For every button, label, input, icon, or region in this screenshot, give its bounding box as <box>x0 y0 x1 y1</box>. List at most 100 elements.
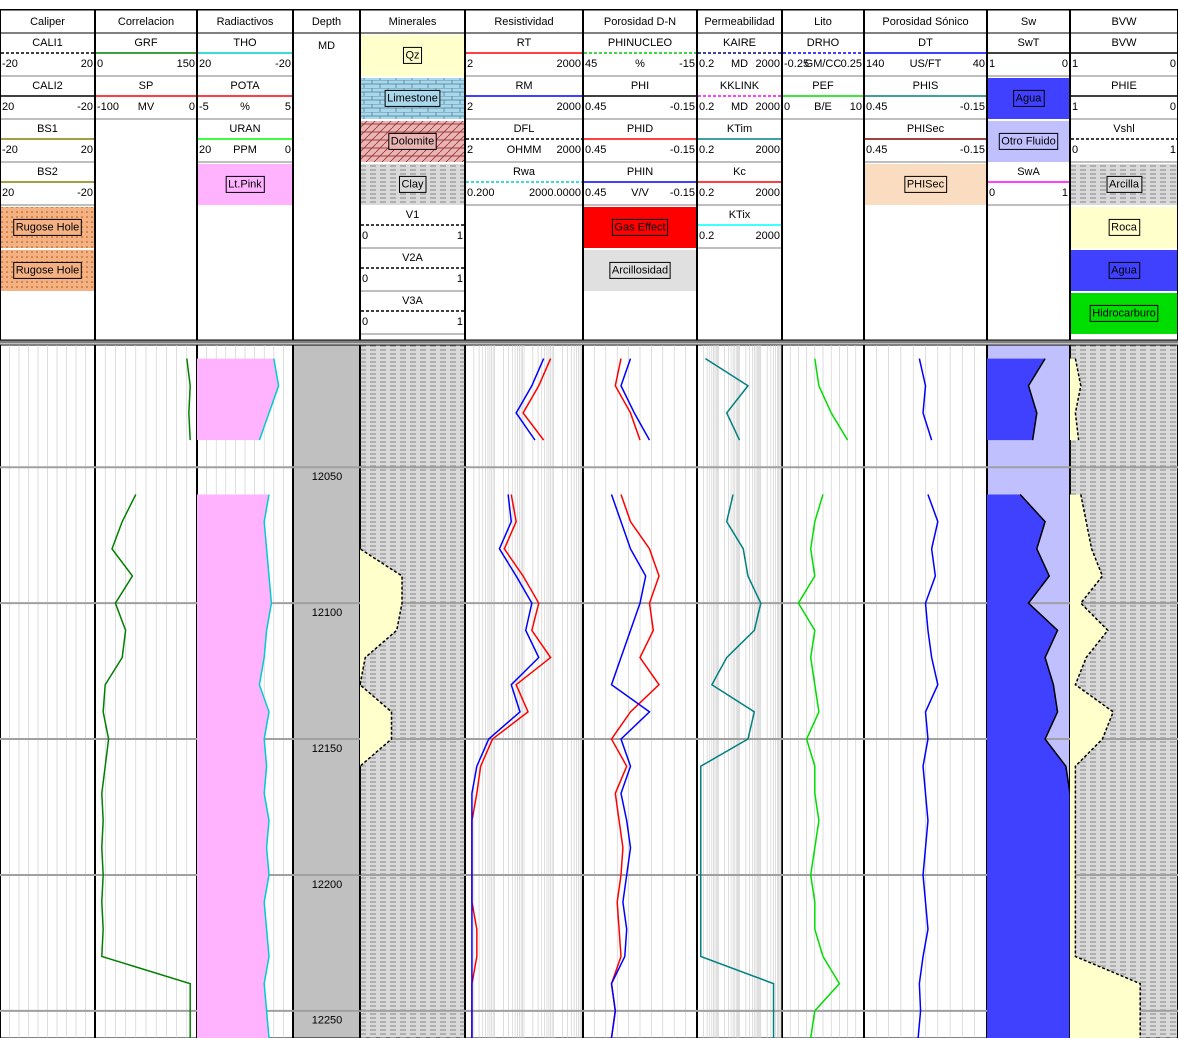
scale-left: -20 <box>2 58 18 70</box>
scale-right: 2000 <box>756 58 780 70</box>
curve-name: KTim <box>727 123 752 135</box>
track-pattern <box>1070 345 1178 1038</box>
depth-label: 12100 <box>312 607 343 619</box>
track-title: Porosidad Sónico <box>882 16 968 28</box>
log-curve <box>471 358 545 1038</box>
legend-label: Rugose Hole <box>16 221 80 233</box>
curve-name: PHI <box>631 80 649 92</box>
legend-label: Limestone <box>387 92 438 104</box>
legend-label-box <box>609 261 671 279</box>
scale-right: 0 <box>1062 58 1068 70</box>
scale-left: 0.2 <box>699 230 714 242</box>
scale-right: -0.15 <box>670 187 695 199</box>
log-curve <box>699 357 775 1038</box>
curve-name: CALI2 <box>32 80 63 92</box>
curve-name: PHIN <box>627 166 653 178</box>
scale-right: -0.15 <box>670 101 695 113</box>
scale-right: -20 <box>77 187 93 199</box>
legend-label-box <box>1108 261 1141 279</box>
scale-right: 1 <box>1170 144 1176 156</box>
legend-label-box <box>1106 175 1143 193</box>
legend-label-box <box>1089 304 1159 322</box>
track-title: Resistividad <box>494 16 553 28</box>
scale-left: 0.45 <box>585 187 606 199</box>
scale-right: 2000 <box>756 101 780 113</box>
curve-name: KAIRE <box>723 37 756 49</box>
depth-label: 12050 <box>312 471 343 483</box>
depth-label: 12150 <box>312 743 343 755</box>
scale-left: 20 <box>199 144 211 156</box>
curve-name: SwT <box>1018 37 1040 49</box>
legend-label: Agua <box>1111 264 1138 276</box>
scale-right: 150 <box>177 58 195 70</box>
legend-label-box <box>225 175 265 193</box>
curve-name: PHISec <box>907 123 945 135</box>
scale-right: 20 <box>81 144 93 156</box>
scale-right: 1 <box>457 230 463 242</box>
scale-left: 1 <box>1072 58 1078 70</box>
depth-unit: MD <box>318 40 335 52</box>
scale-left: 45 <box>585 58 597 70</box>
scale-right: 20 <box>81 58 93 70</box>
scale-unit: V/V <box>631 187 649 199</box>
curve-name: PHID <box>627 123 653 135</box>
scale-unit: MD <box>731 58 748 70</box>
curve-name: POTA <box>230 80 260 92</box>
log-curve <box>610 358 651 1038</box>
scale-right: -0.15 <box>670 144 695 156</box>
track-title: Minerales <box>389 16 437 28</box>
scale-right: 2000 <box>557 144 581 156</box>
track-title: Porosidad D-N <box>604 16 676 28</box>
scale-left: 0 <box>989 187 995 199</box>
track-title: Correlacion <box>118 16 174 28</box>
curve-name: GRF <box>134 37 158 49</box>
curve-name: CALI1 <box>32 37 63 49</box>
scale-right: -0.15 <box>960 144 985 156</box>
curve-name: SwA <box>1017 166 1040 178</box>
scale-right: 1 <box>1062 187 1068 199</box>
scale-left: 0.200 <box>467 187 495 199</box>
scale-right: -0.15 <box>960 101 985 113</box>
legend-label-box <box>904 175 948 193</box>
curve-name: PEF <box>812 80 834 92</box>
curve-name: KKLINK <box>720 80 760 92</box>
scale-unit: % <box>635 58 645 70</box>
scale-right: 1 <box>457 316 463 328</box>
scale-unit: US/FT <box>910 58 942 70</box>
scale-left: 0 <box>362 316 368 328</box>
track-header <box>987 9 1070 341</box>
legend-label: Lt.Pink <box>228 178 262 190</box>
scale-right: 0 <box>189 101 195 113</box>
track-title: Radiactivos <box>217 16 274 28</box>
track-pattern <box>360 345 465 1038</box>
legend-label-box <box>1013 89 1045 107</box>
track-header <box>95 9 197 341</box>
scale-right: 0.25 <box>841 58 862 70</box>
curve-name: RT <box>517 37 532 49</box>
scale-unit: OHMM <box>507 144 542 156</box>
curve-fill <box>1070 358 1141 1038</box>
scale-left: 0 <box>362 230 368 242</box>
legend-label-box <box>398 175 427 193</box>
scale-right: 2000 <box>756 144 780 156</box>
curve-name: RM <box>515 80 532 92</box>
log-curve <box>797 358 849 1038</box>
legend-label-box <box>13 218 82 236</box>
scale-left: -0.25 <box>784 58 809 70</box>
curve-name: V3A <box>402 295 423 307</box>
log-curve <box>917 358 939 1038</box>
curve-name: SP <box>139 80 154 92</box>
legend-label: Rugose Hole <box>16 264 80 276</box>
scale-right: -20 <box>77 101 93 113</box>
scale-right: 10 <box>850 101 862 113</box>
scale-left: 1 <box>989 58 995 70</box>
curve-name: BS1 <box>37 123 58 135</box>
track-header <box>465 9 583 341</box>
log-curve <box>1074 358 1141 1038</box>
log-curve <box>359 358 403 1038</box>
scale-left: 2 <box>467 144 473 156</box>
scale-left: 140 <box>866 58 884 70</box>
scale-left: 0.45 <box>585 144 606 156</box>
legend-label: Roca <box>1111 221 1138 233</box>
depth-label: 12200 <box>312 879 343 891</box>
